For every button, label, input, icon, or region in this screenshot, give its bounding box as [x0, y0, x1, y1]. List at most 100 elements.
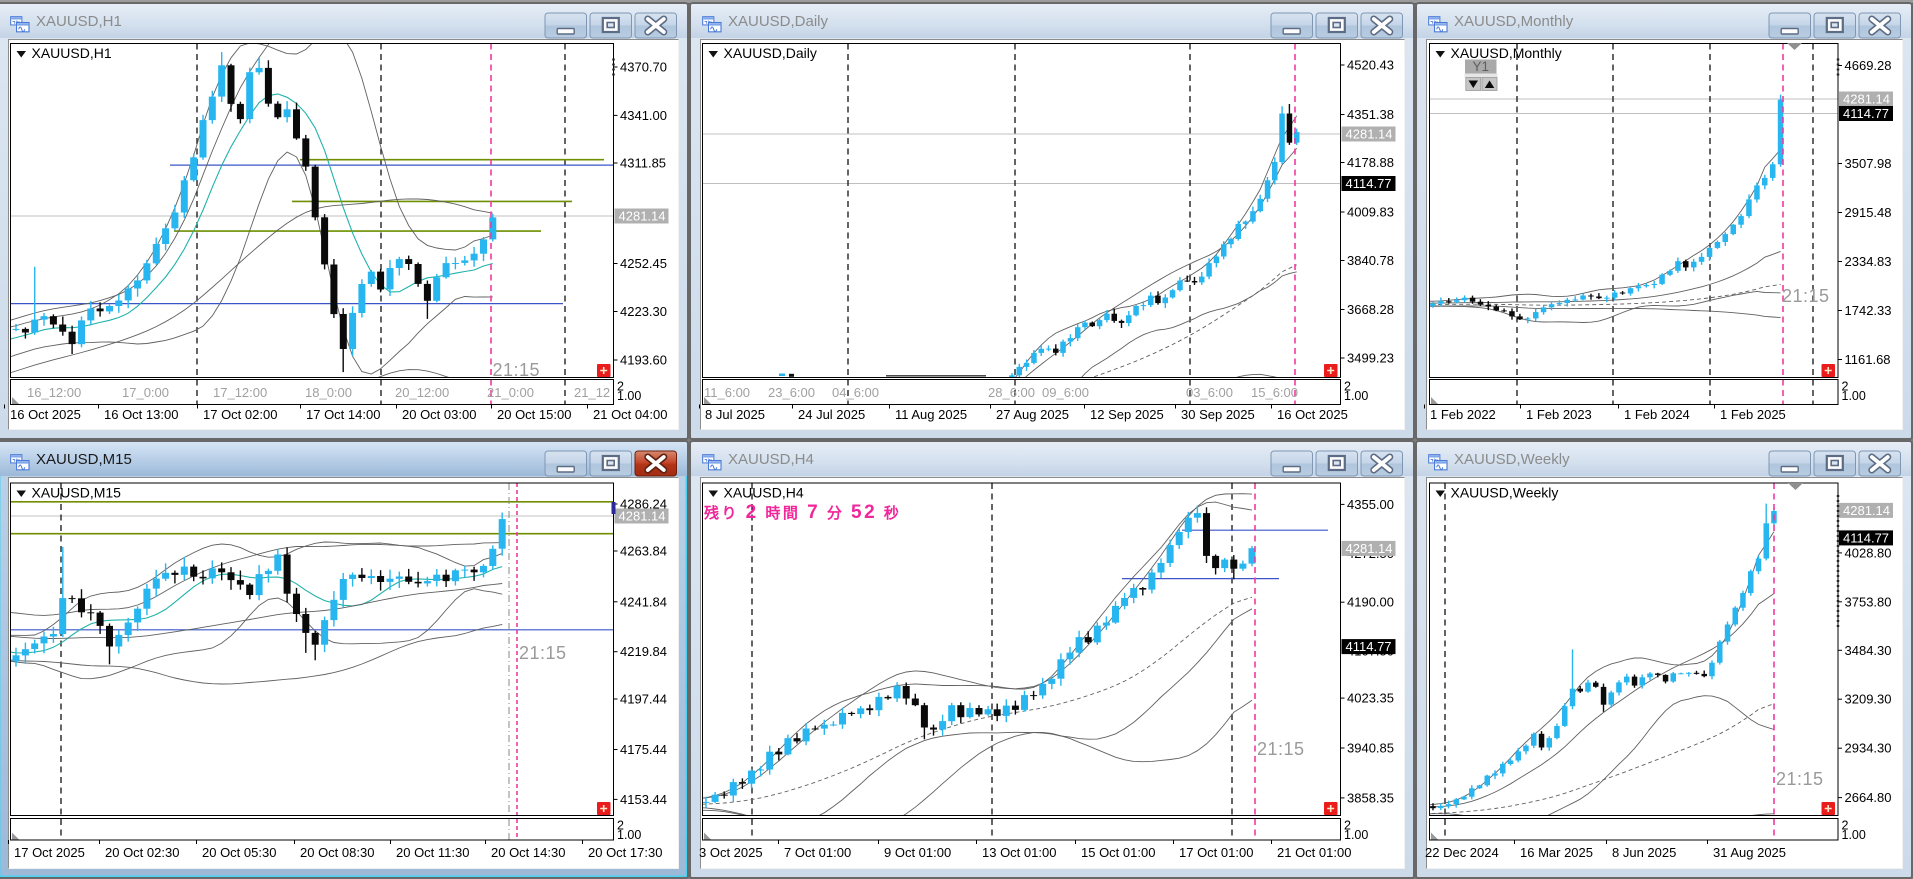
svg-text:15_6:00: 15_6:00	[1251, 385, 1298, 400]
svg-text:16 Oct 2025: 16 Oct 2025	[10, 407, 81, 422]
svg-text:4193.60: 4193.60	[620, 353, 667, 368]
svg-text:XAUUSD,Weekly: XAUUSD,Weekly	[1451, 485, 1559, 501]
svg-text:30 Sep 2025: 30 Sep 2025	[1181, 407, 1255, 422]
svg-text:8 Jul 2025: 8 Jul 2025	[705, 407, 765, 422]
svg-text:4153.44: 4153.44	[620, 792, 667, 807]
svg-text:2: 2	[617, 819, 624, 833]
svg-text:1.00: 1.00	[1344, 389, 1368, 403]
svg-text:4351.38: 4351.38	[1347, 107, 1394, 122]
svg-text:4355.00: 4355.00	[1347, 497, 1394, 512]
svg-text:1.00: 1.00	[617, 828, 641, 842]
svg-text:09_6:00: 09_6:00	[1042, 385, 1089, 400]
svg-text:4114.77: 4114.77	[1843, 106, 1889, 121]
svg-text:XAUUSD,H1: XAUUSD,H1	[32, 45, 112, 61]
svg-text:11 Aug 2025: 11 Aug 2025	[895, 407, 967, 422]
svg-text:4028.80: 4028.80	[1845, 545, 1892, 560]
svg-text:4286.24: 4286.24	[620, 497, 667, 512]
svg-text:4114.77: 4114.77	[1346, 639, 1392, 654]
svg-text:4023.35: 4023.35	[1347, 691, 1394, 706]
svg-text:21:15: 21:15	[1782, 286, 1830, 306]
svg-text:2334.83: 2334.83	[1845, 254, 1892, 269]
svg-text:4114.77: 4114.77	[1346, 176, 1392, 191]
svg-text:2: 2	[1842, 380, 1849, 394]
svg-text:16 Mar 2025: 16 Mar 2025	[1520, 845, 1593, 860]
svg-text:7 Oct 01:00: 7 Oct 01:00	[784, 845, 851, 860]
svg-text:8 Jun 2025: 8 Jun 2025	[1612, 845, 1676, 860]
svg-text:04_6:00: 04_6:00	[832, 385, 879, 400]
svg-text:2: 2	[1344, 819, 1351, 833]
svg-text:21_0:00: 21_0:00	[487, 385, 534, 400]
svg-text:9 Oct 01:00: 9 Oct 01:00	[884, 845, 951, 860]
svg-text:17 Oct 02:00: 17 Oct 02:00	[203, 407, 277, 422]
svg-text:21:15: 21:15	[519, 643, 567, 663]
svg-text:12 Sep 2025: 12 Sep 2025	[1090, 407, 1164, 422]
svg-text:3753.80: 3753.80	[1845, 594, 1892, 609]
svg-text:4281.14: 4281.14	[619, 209, 666, 224]
svg-text:31 Aug 2025: 31 Aug 2025	[1713, 845, 1786, 860]
svg-text:1742.33: 1742.33	[1845, 303, 1892, 318]
svg-text:4223.30: 4223.30	[620, 304, 667, 319]
svg-text:21 Oct 01:00: 21 Oct 01:00	[1277, 845, 1351, 860]
svg-text:2934.30: 2934.30	[1845, 741, 1892, 756]
svg-text:17 Oct 01:00: 17 Oct 01:00	[1179, 845, 1253, 860]
svg-text:22 Dec 2024: 22 Dec 2024	[1425, 845, 1499, 860]
svg-text:4252.45: 4252.45	[620, 256, 667, 271]
svg-text:20 Oct 14:30: 20 Oct 14:30	[491, 845, 565, 860]
svg-text:4197.44: 4197.44	[620, 692, 667, 707]
svg-text:4520.43: 4520.43	[1347, 58, 1394, 73]
svg-text:21:15: 21:15	[493, 360, 541, 380]
svg-text:17 Oct 14:00: 17 Oct 14:00	[306, 407, 380, 422]
svg-text:20 Oct 17:30: 20 Oct 17:30	[588, 845, 662, 860]
svg-text:4175.44: 4175.44	[620, 742, 667, 757]
svg-text:18_0:00: 18_0:00	[305, 385, 352, 400]
svg-text:XAUUSD,Daily: XAUUSD,Daily	[724, 45, 817, 61]
svg-text:XAUUSD,H4: XAUUSD,H4	[724, 485, 804, 501]
svg-text:4114.77: 4114.77	[1843, 530, 1889, 545]
svg-text:2: 2	[617, 380, 624, 394]
svg-text:4241.84: 4241.84	[620, 594, 667, 609]
svg-text:1161.68: 1161.68	[1845, 352, 1891, 367]
svg-text:20 Oct 05:30: 20 Oct 05:30	[202, 845, 276, 860]
svg-text:4219.84: 4219.84	[620, 644, 667, 659]
svg-text:16 Oct 13:00: 16 Oct 13:00	[104, 407, 178, 422]
svg-text:4370.70: 4370.70	[620, 60, 667, 75]
svg-text:20 Oct 15:00: 20 Oct 15:00	[497, 407, 571, 422]
svg-text:4009.83: 4009.83	[1347, 205, 1394, 220]
svg-text:28_6:00: 28_6:00	[988, 385, 1035, 400]
svg-text:17_0:00: 17_0:00	[122, 385, 169, 400]
svg-text:11_6:00: 11_6:00	[704, 385, 750, 400]
svg-text:23_6:00: 23_6:00	[768, 385, 815, 400]
svg-text:3209.30: 3209.30	[1845, 692, 1892, 707]
svg-text:21 Oct 04:00: 21 Oct 04:00	[593, 407, 667, 422]
svg-text:4669.28: 4669.28	[1845, 58, 1892, 73]
svg-text:17 Oct 2025: 17 Oct 2025	[14, 845, 85, 860]
svg-text:1.00: 1.00	[1842, 389, 1866, 403]
svg-text:1 Feb 2023: 1 Feb 2023	[1526, 407, 1592, 422]
svg-text:4178.88: 4178.88	[1347, 155, 1394, 170]
svg-text:1.00: 1.00	[1344, 828, 1368, 842]
svg-text:2915.48: 2915.48	[1845, 205, 1892, 220]
svg-text:15 Oct 01:00: 15 Oct 01:00	[1081, 845, 1155, 860]
svg-text:21_12: 21_12	[574, 385, 610, 400]
svg-text:4281.14: 4281.14	[1843, 503, 1890, 518]
svg-text:4341.00: 4341.00	[620, 108, 667, 123]
svg-text:16_12:00: 16_12:00	[27, 385, 81, 400]
svg-text:3840.78: 3840.78	[1347, 253, 1394, 268]
svg-text:XAUUSD,Monthly: XAUUSD,Monthly	[1451, 45, 1562, 61]
svg-text:27 Aug 2025: 27 Aug 2025	[996, 407, 1069, 422]
svg-text:4190.00: 4190.00	[1347, 595, 1394, 610]
svg-text:4263.84: 4263.84	[620, 544, 667, 559]
svg-text:21:15: 21:15	[1776, 769, 1824, 789]
svg-text:1 Feb 2022: 1 Feb 2022	[1430, 407, 1496, 422]
svg-text:13 Oct 01:00: 13 Oct 01:00	[982, 845, 1056, 860]
svg-text:2664.80: 2664.80	[1845, 790, 1892, 805]
svg-text:21:15: 21:15	[1257, 739, 1305, 759]
svg-text:20_12:00: 20_12:00	[395, 385, 449, 400]
svg-text:1 Feb 2024: 1 Feb 2024	[1624, 407, 1690, 422]
svg-text:24 Jul 2025: 24 Jul 2025	[798, 407, 865, 422]
svg-text:20 Oct 11:30: 20 Oct 11:30	[396, 845, 469, 860]
svg-text:4281.14: 4281.14	[1346, 541, 1393, 556]
svg-text:3940.85: 3940.85	[1347, 741, 1394, 756]
svg-text:3507.98: 3507.98	[1845, 156, 1892, 171]
svg-text:4281.14: 4281.14	[1843, 92, 1890, 107]
